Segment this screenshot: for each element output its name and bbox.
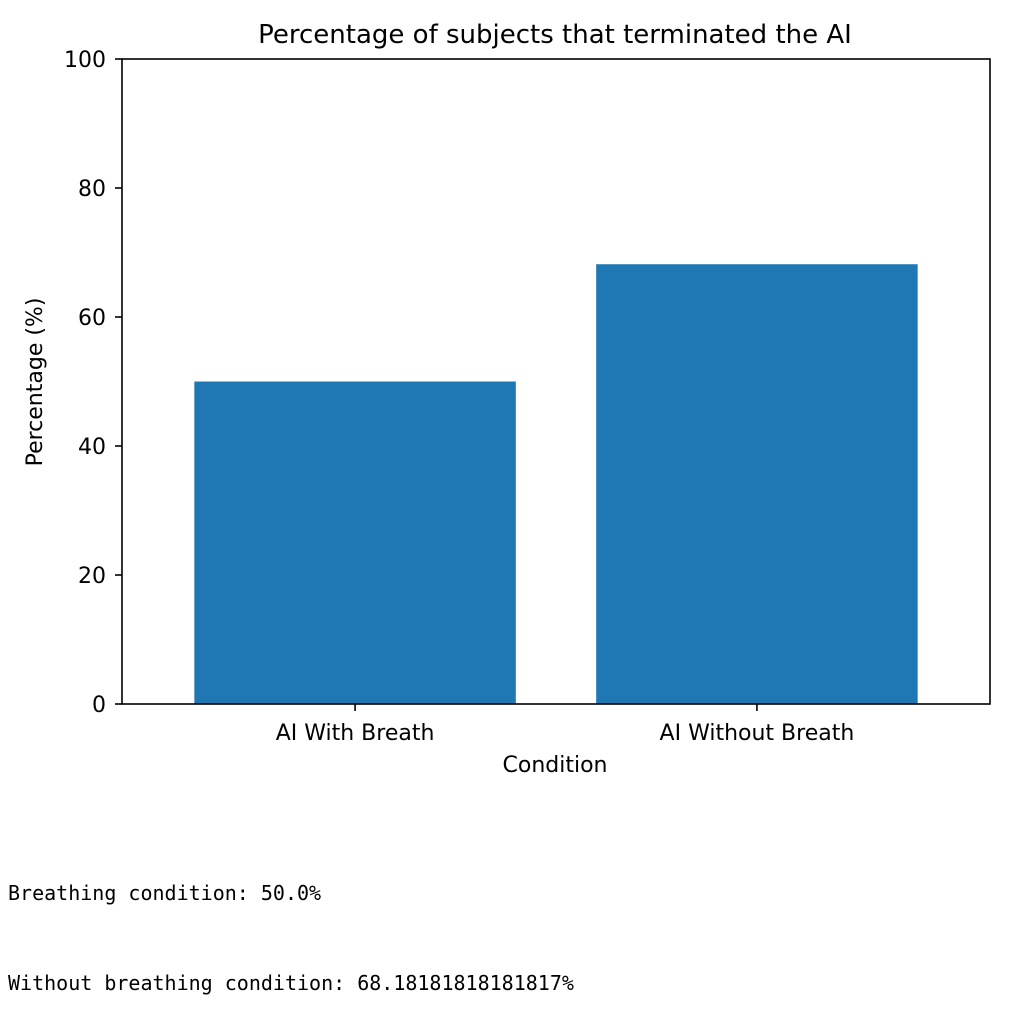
console-line-breathing: Breathing condition: 50.0% (8, 881, 322, 905)
bar-1 (596, 264, 918, 704)
y-tick-label-0: 0 (92, 693, 106, 718)
y-tick-label-4: 80 (78, 177, 106, 202)
bar-chart: Percentage of subjects that terminated t… (23, 20, 991, 778)
y-tick-label-3: 60 (78, 306, 106, 331)
plot-area: 0 20 40 60 80 100 AI With Breath AI Without Bre… (64, 48, 918, 746)
y-tick-label-1: 20 (78, 564, 106, 589)
chart-title: Percentage of subjects that terminated t… (258, 20, 852, 50)
y-tick-label-2: 40 (78, 435, 106, 460)
x-tick-label-0: AI With Breath (276, 721, 435, 746)
console-line-without-breathing: Without breathing condition: 68.18181818… (8, 971, 574, 995)
bar-0 (194, 381, 516, 704)
console-output: Breathing condition: 50.0% Without breat… (8, 818, 574, 1028)
x-tick-label-1: AI Without Breath (660, 721, 855, 746)
x-axis-label: Condition (503, 753, 608, 778)
y-axis-label: Percentage (%) (23, 298, 48, 467)
axes-frame (121, 58, 991, 705)
y-tick-label-5: 100 (64, 48, 106, 73)
